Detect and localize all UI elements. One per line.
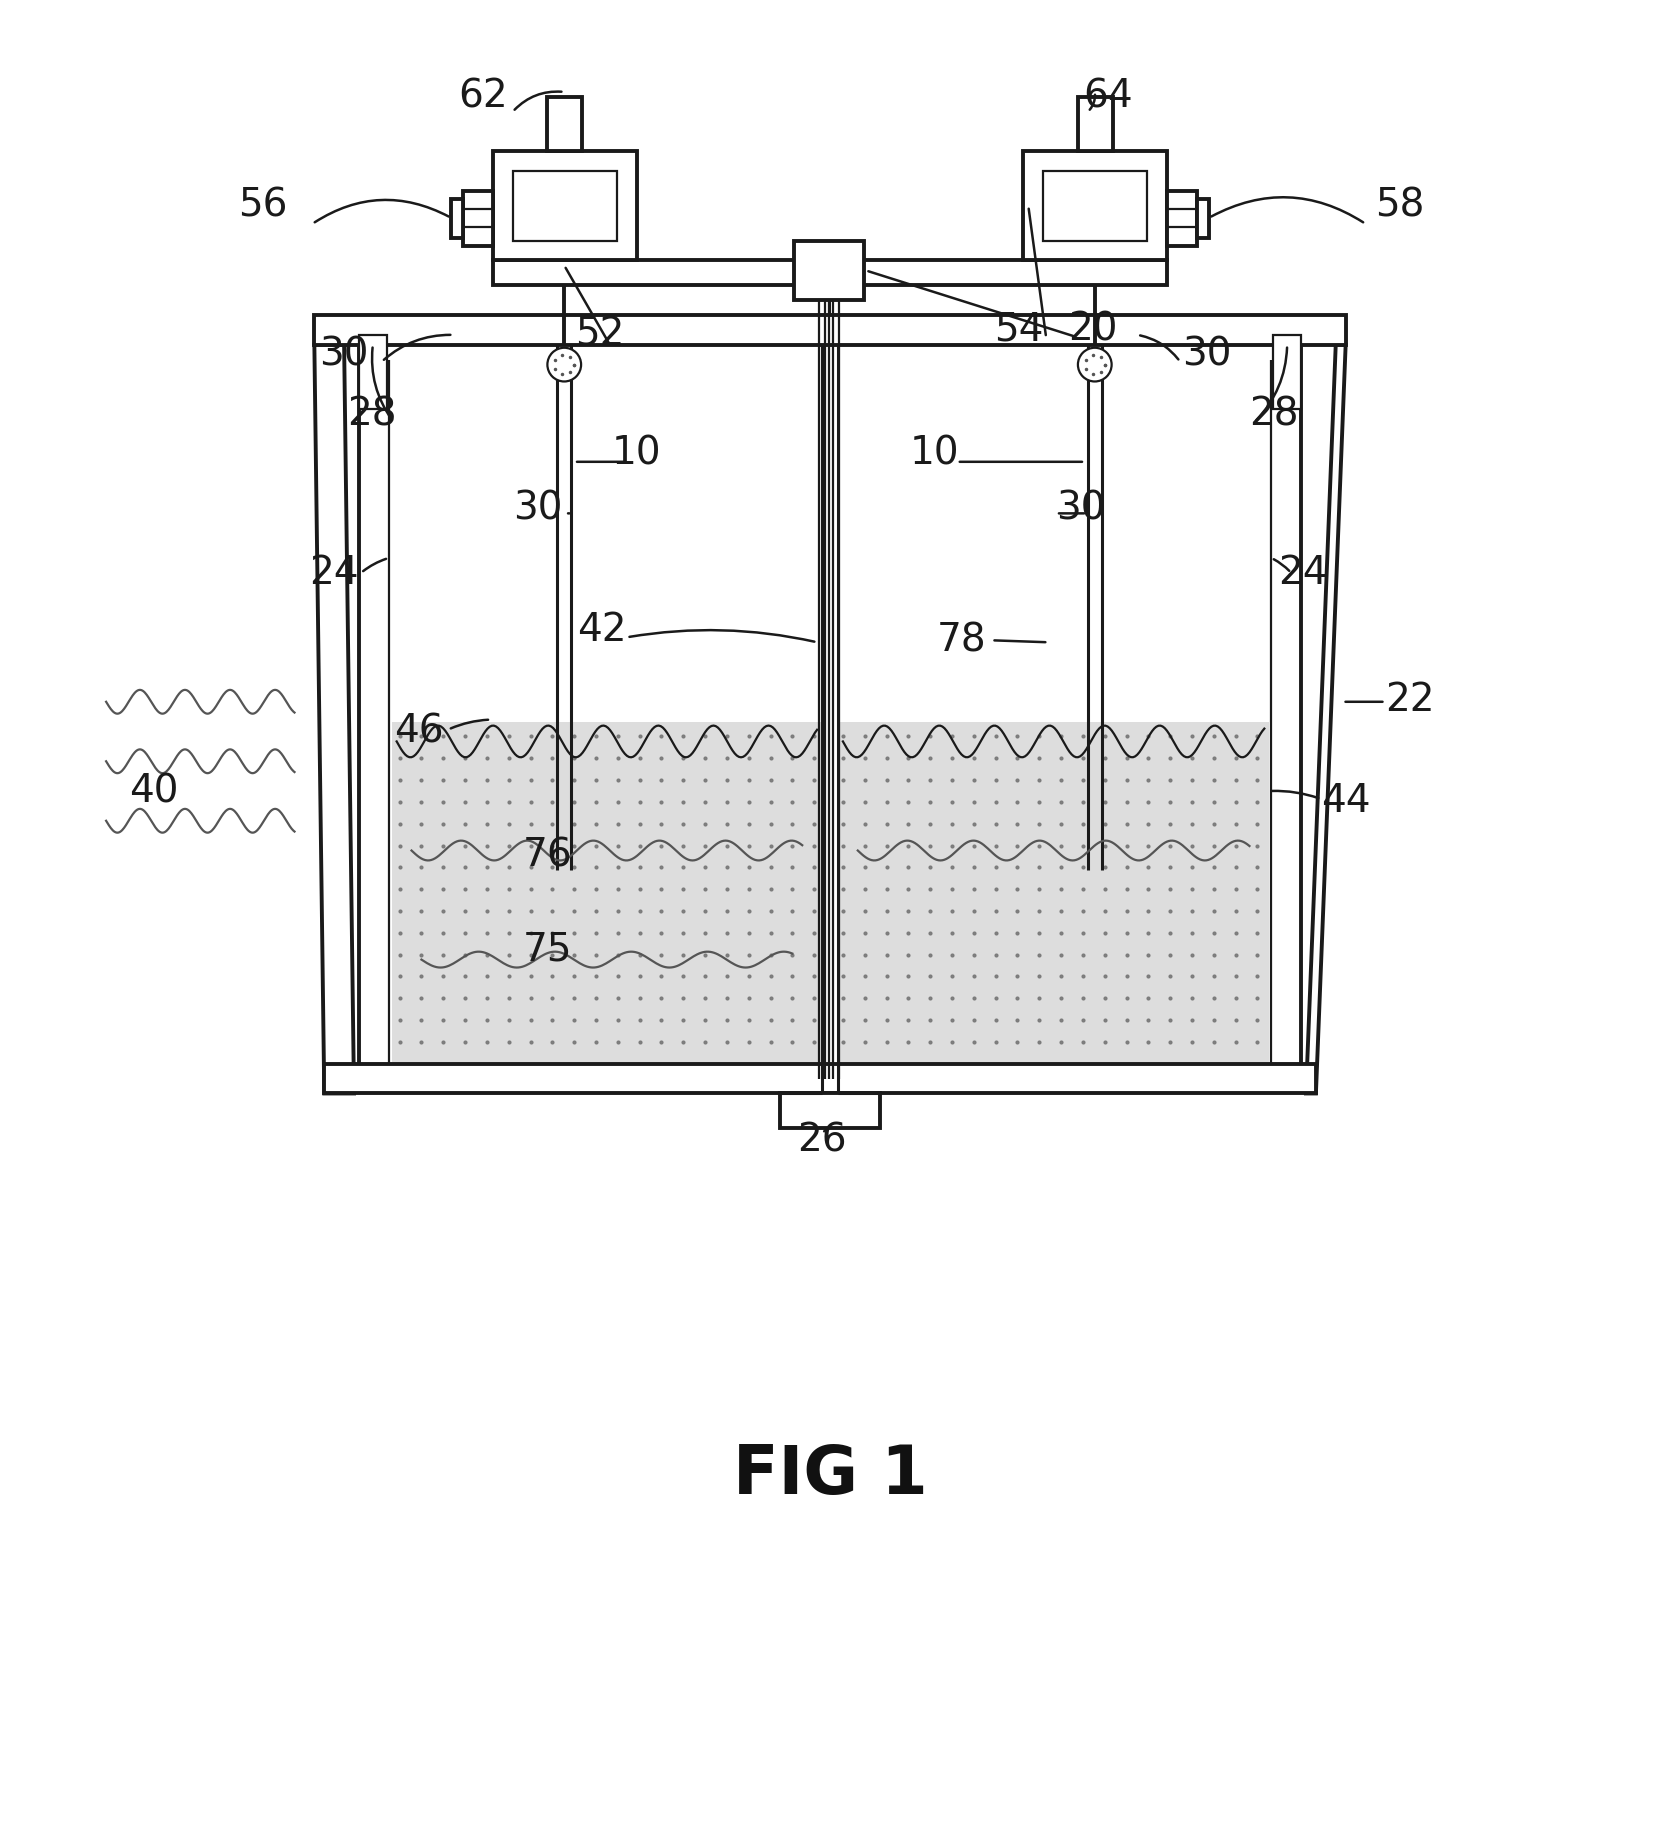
Text: 54: 54 [993,310,1043,349]
Circle shape [548,349,581,381]
Text: 26: 26 [797,1121,847,1159]
Bar [794,241,864,299]
Text: 78: 78 [937,620,987,659]
Text: 52: 52 [575,316,625,354]
Bar [1043,172,1148,241]
Text: 30: 30 [1183,336,1231,374]
Bar [493,151,636,261]
Text: 58: 58 [1375,186,1425,224]
Text: 44: 44 [1320,781,1370,819]
Bar [513,172,616,241]
Text: 10: 10 [909,434,958,473]
Bar [548,97,581,151]
Text: 42: 42 [576,611,626,650]
Text: 76: 76 [523,836,573,874]
Text: 24: 24 [309,553,359,591]
Text: 30: 30 [1056,489,1106,527]
Text: 10: 10 [611,434,661,473]
Polygon shape [314,345,354,1093]
Text: 24: 24 [1279,553,1327,591]
Text: 28: 28 [347,396,397,433]
Text: FIG 1: FIG 1 [733,1442,927,1507]
Text: 75: 75 [523,931,571,969]
Bar [452,199,463,237]
Bar [837,721,1269,1062]
Polygon shape [1306,345,1345,1093]
Bar [324,1064,1316,1093]
Bar [1078,97,1113,151]
Text: 30: 30 [513,489,561,527]
Bar [1274,334,1301,409]
Text: 22: 22 [1385,681,1435,719]
Text: 56: 56 [238,186,287,224]
Text: 30: 30 [319,336,369,374]
Circle shape [1078,349,1111,381]
Text: 64: 64 [1083,78,1133,115]
Text: 46: 46 [394,712,443,750]
Bar [1168,192,1198,246]
Text: 62: 62 [458,78,508,115]
Bar [1198,199,1209,237]
Text: 20: 20 [1068,310,1118,349]
Bar [463,192,493,246]
Text: 28: 28 [1249,396,1299,433]
Bar [1023,151,1168,261]
Text: 40: 40 [130,772,178,810]
Bar [314,316,1345,345]
Bar [493,261,1168,285]
Bar [359,334,387,409]
Bar [392,721,822,1062]
Bar [781,1093,880,1128]
